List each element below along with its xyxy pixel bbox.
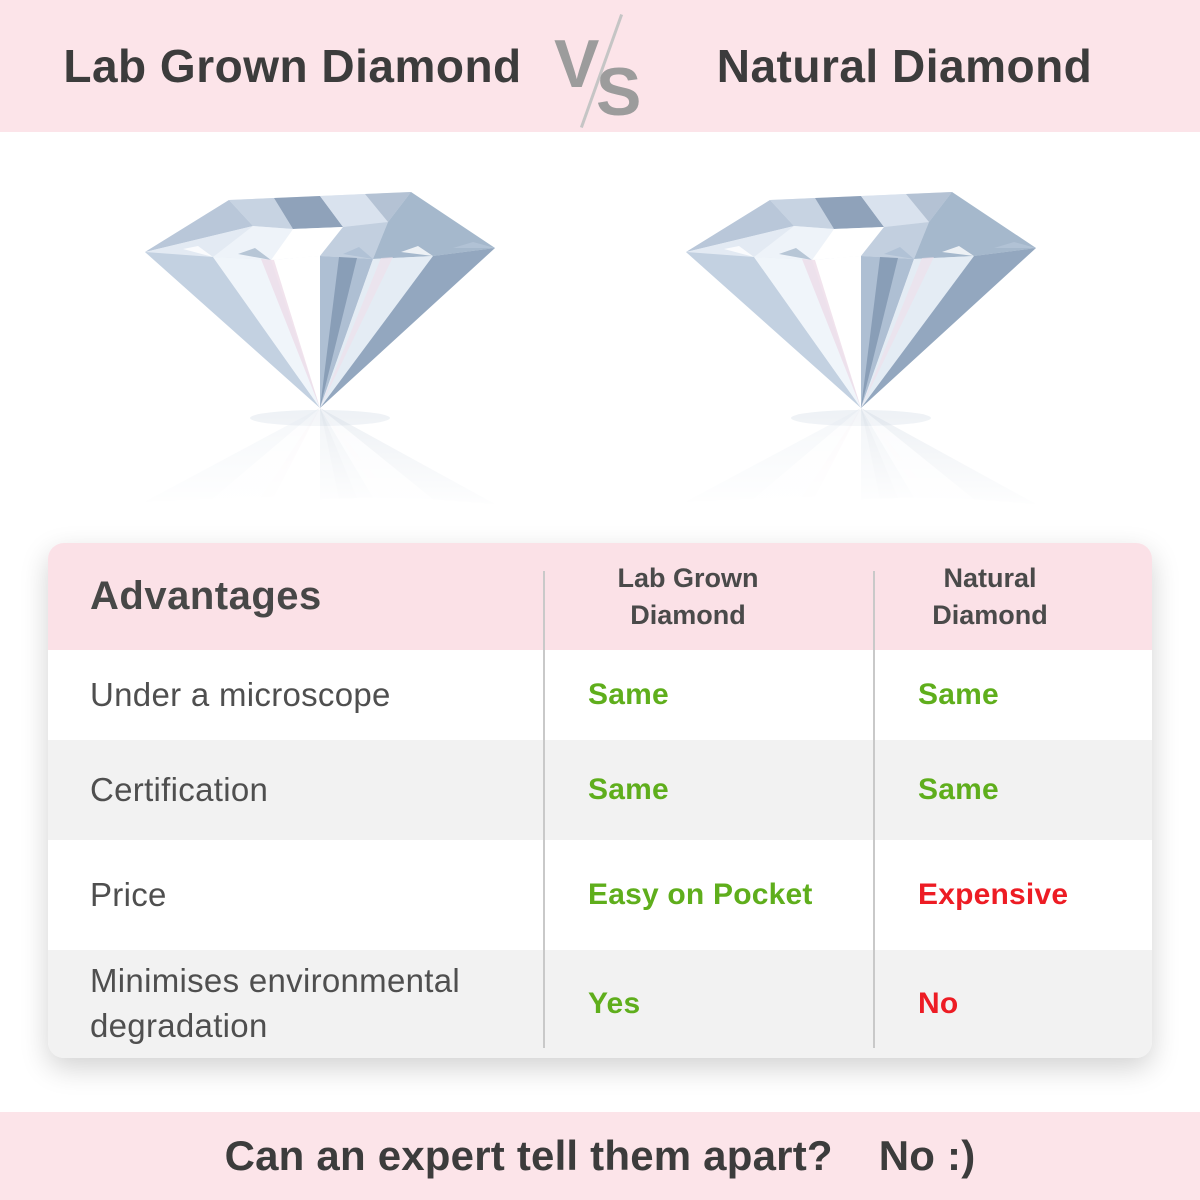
comparison-table: Advantages Lab Grown Diamond Natural Dia… — [48, 543, 1152, 1058]
natural-value: Same — [918, 773, 999, 806]
footer-answer: No :) — [878, 1132, 976, 1179]
lab-value: Same — [588, 678, 669, 711]
footer-question: Can an expert tell them apart? — [224, 1132, 833, 1179]
lab-value: Yes — [588, 987, 641, 1020]
column-divider-1 — [543, 571, 545, 1048]
table-row: Under a microscope Same Same — [48, 650, 1152, 740]
lab-grown-title: Lab Grown Diamond — [63, 40, 522, 92]
natural-title: Natural Diamond — [716, 40, 1093, 92]
natural-value: Same — [918, 678, 999, 711]
lab-value: Same — [588, 773, 669, 806]
row-label-text: Certification — [90, 770, 269, 808]
header-banner: Lab Grown Diamond V S Natural Diamond — [0, 0, 1200, 132]
column-header-lab-grown: Lab Grown Diamond — [617, 563, 759, 630]
row-label-text: Price — [90, 875, 167, 913]
table-row: Price Easy on Pocket Expensive — [48, 840, 1152, 950]
row-label: Certification — [48, 740, 543, 840]
row-label-text: Under a microscope — [90, 675, 391, 713]
advantages-header: Advantages — [90, 574, 322, 618]
table-row: Certification Same Same — [48, 740, 1152, 840]
lab-grown-diamond-image — [143, 186, 497, 518]
vs-letter-s: S — [596, 54, 642, 130]
lab-value: Easy on Pocket — [588, 878, 813, 911]
natural-value: Expensive — [918, 878, 1069, 911]
row-label-text: Minimises environmental degradation — [90, 962, 461, 1044]
column-header-natural: Natural Diamond — [932, 563, 1048, 630]
row-label: Under a microscope — [48, 650, 543, 740]
footer-banner: Can an expert tell them apart? No :) — [0, 1112, 1200, 1200]
table-header-row: Advantages Lab Grown Diamond Natural Dia… — [48, 543, 1152, 650]
natural-value: No — [918, 987, 959, 1020]
vs-letter-v: V — [554, 26, 600, 102]
natural-diamond-image — [684, 186, 1038, 518]
table-row: Minimises environmental degradation Yes … — [48, 950, 1152, 1058]
column-divider-2 — [873, 571, 875, 1048]
row-label: Minimises environmental degradation — [48, 950, 543, 1058]
row-label: Price — [48, 840, 543, 950]
